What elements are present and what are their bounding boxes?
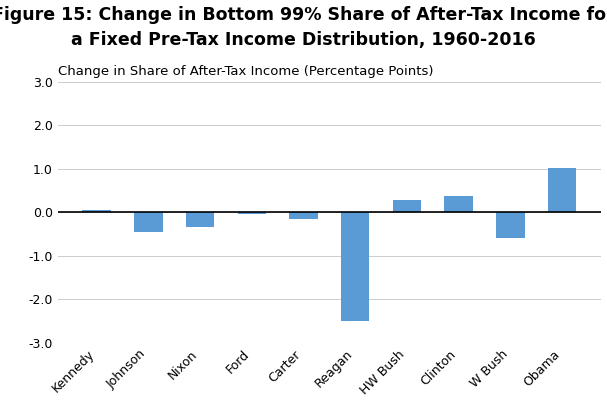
Bar [444,196,473,212]
Text: Figure 15: Change in Bottom 99% Share of After-Tax Income for: Figure 15: Change in Bottom 99% Share of… [0,6,607,24]
Bar [548,168,576,212]
Text: a Fixed Pre-Tax Income Distribution, 1960-2016: a Fixed Pre-Tax Income Distribution, 196… [71,31,536,49]
Bar [83,210,111,212]
Bar [237,212,266,214]
Bar [393,200,421,212]
Text: Change in Share of After-Tax Income (Percentage Points): Change in Share of After-Tax Income (Per… [58,65,433,78]
Bar [186,212,214,227]
Bar [289,212,317,219]
Bar [496,212,524,238]
Bar [134,212,163,232]
Bar [341,212,370,321]
